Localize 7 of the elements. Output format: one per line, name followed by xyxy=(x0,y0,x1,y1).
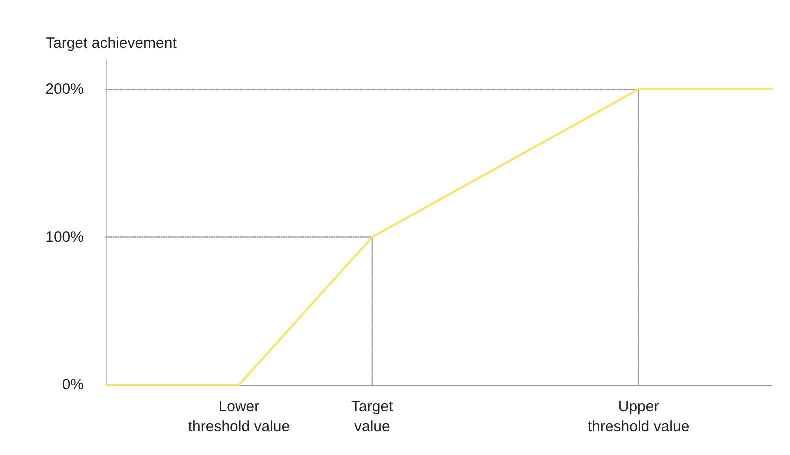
y-tick-label: 200% xyxy=(46,81,84,98)
x-tick-label: Target value xyxy=(352,398,394,436)
x-tick-label: Lower threshold value xyxy=(188,398,290,436)
y-tick-label: 0% xyxy=(62,376,84,394)
x-tick-label: Upper threshold value xyxy=(588,398,690,436)
y-axis-title: Target achievement xyxy=(46,35,178,52)
y-tick-label: 100% xyxy=(46,228,84,246)
